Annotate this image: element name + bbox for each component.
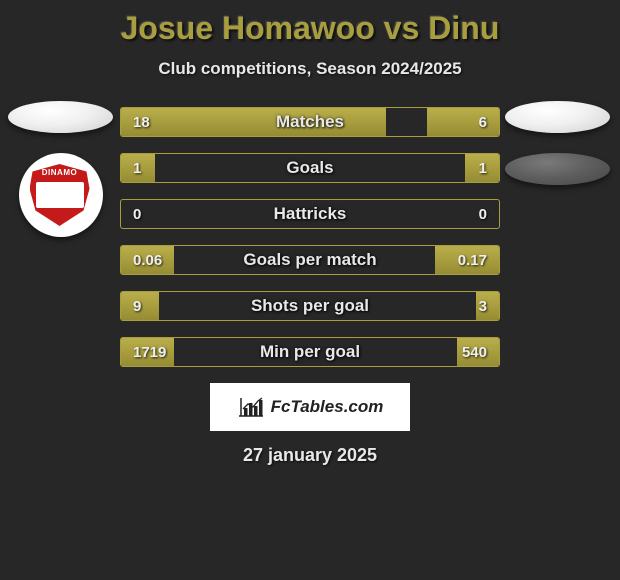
- stat-label: Min per goal: [121, 338, 499, 366]
- player-photo-placeholder-right: [505, 101, 610, 133]
- stats-bars: 186Matches 11Goals 00Hattricks 0.060.17Goal…: [120, 107, 500, 367]
- club-name-left: DINAMO: [30, 168, 90, 177]
- club-logo-left: DINAMO: [19, 153, 103, 237]
- player-photo-placeholder-left: [8, 101, 113, 133]
- right-player-column: [505, 101, 610, 205]
- stat-row: 11Goals: [120, 153, 500, 183]
- stat-row: 0.060.17Goals per match: [120, 245, 500, 275]
- stat-label: Shots per goal: [121, 292, 499, 320]
- shield-icon: DINAMO: [30, 164, 90, 226]
- club-logo-placeholder-right: [505, 153, 610, 185]
- branding-box: FcTables.com: [210, 383, 410, 431]
- date-label: 27 january 2025: [0, 445, 620, 466]
- stat-label: Hattricks: [121, 200, 499, 228]
- comparison-content: DINAMO 186Matches 11Goals 00Hattricks 0.060…: [0, 107, 620, 367]
- subtitle: Club competitions, Season 2024/2025: [0, 59, 620, 79]
- stat-label: Matches: [121, 108, 499, 136]
- left-player-column: DINAMO: [8, 101, 113, 237]
- stat-row: 1719540Min per goal: [120, 337, 500, 367]
- branding-text: FcTables.com: [271, 397, 384, 417]
- stat-row: 93Shots per goal: [120, 291, 500, 321]
- stat-row: 00Hattricks: [120, 199, 500, 229]
- stat-row: 186Matches: [120, 107, 500, 137]
- page-title: Josue Homawoo vs Dinu: [0, 0, 620, 47]
- stat-label: Goals: [121, 154, 499, 182]
- stat-label: Goals per match: [121, 246, 499, 274]
- fctables-logo-icon: [237, 396, 265, 418]
